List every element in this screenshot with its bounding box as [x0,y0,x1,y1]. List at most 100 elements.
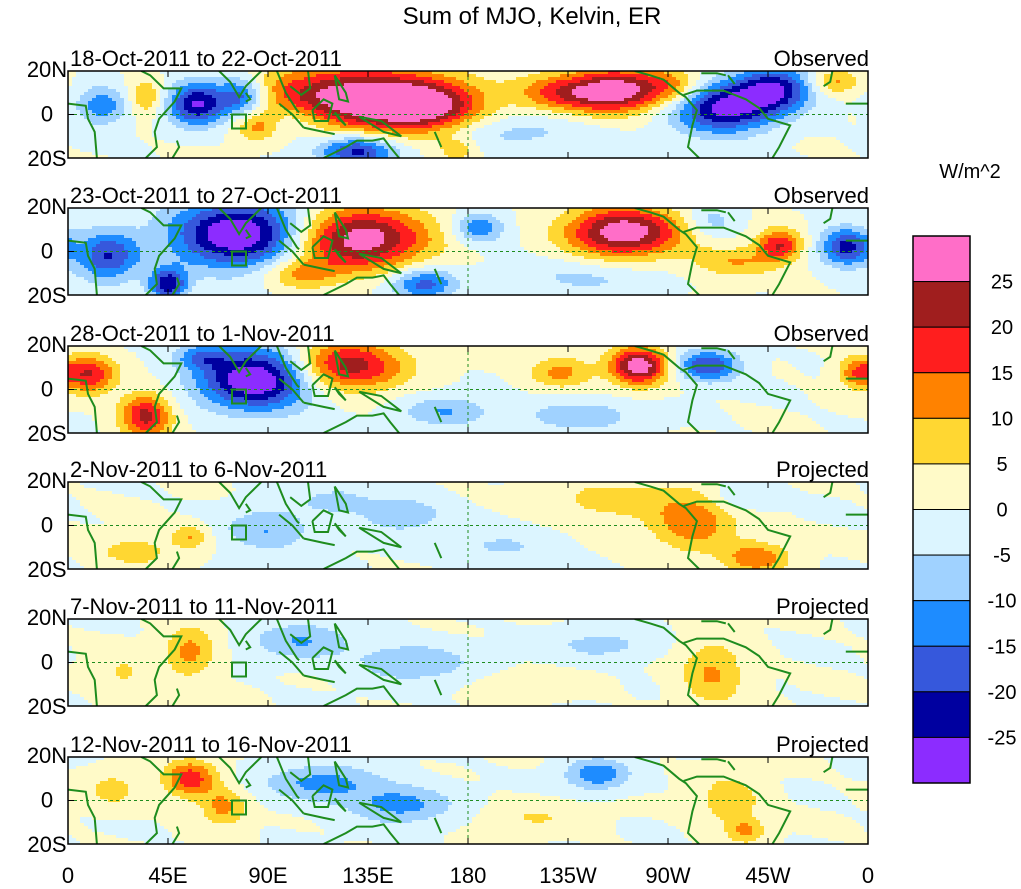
coastline [171,277,181,295]
region-box [231,524,247,541]
coastline [358,115,402,138]
anomaly-field [68,619,868,706]
coastline [727,485,736,496]
y-tick-label: 0 [41,377,53,402]
colorbar-label: 15 [991,363,1013,385]
coastline [727,349,736,360]
coastline [823,757,834,774]
coastline [244,778,252,789]
y-tick-label: 20N [27,332,67,357]
x-tick-label: 135E [342,863,393,888]
colorbar-label: 5 [996,454,1007,476]
coastline [323,685,400,706]
coastline [311,235,334,259]
coastline [634,346,700,433]
coastline [289,482,312,508]
colorbar-units: W/m^2 [939,161,1001,183]
coastline [823,619,834,636]
colorbar-frame [912,235,971,784]
coastline [727,760,736,771]
coastline [333,386,347,402]
coastline [634,619,700,706]
colorbar-label: 0 [996,500,1007,522]
panel-plot-area [68,346,868,433]
x-tick-label: 0 [862,863,874,888]
x-tick-label: 0 [62,863,74,888]
coastline [244,367,252,378]
colorbar-swatch [912,372,971,419]
panel-5: 20N 0 20S 7-Nov-2011 to 11-Nov-2011 Projecte… [27,594,869,719]
coastline [683,500,792,569]
coastline [303,126,335,136]
coastline [275,757,300,800]
coastline [634,208,700,295]
panel-kind: Projected [776,594,869,619]
coastline [701,72,727,77]
coastline [171,551,181,569]
coastline [68,513,98,569]
panel-kind: Projected [776,457,869,482]
region-box [231,388,247,405]
coastline [333,797,347,813]
coastline [358,252,402,275]
coastline [333,248,347,264]
colorbar-label: -5 [993,545,1011,567]
coastline [358,663,402,686]
coastline [140,208,183,295]
anomaly-field [68,71,868,158]
coastline [333,622,350,651]
coastline [68,239,98,295]
coastline [333,74,350,103]
y-tick-label: 20N [27,468,67,493]
coastline [727,622,736,633]
anomaly-field [68,346,868,433]
y-tick-label: 0 [41,513,53,538]
coastline [303,674,335,684]
y-tick-label: 0 [41,788,53,813]
coastline [333,349,350,378]
panel-kind: Observed [774,321,869,346]
coastline [333,111,347,127]
coastline [289,208,312,234]
coastline [218,482,263,511]
coastline [634,71,700,158]
panel-period: 18-Oct-2011 to 22-Oct-2011 [70,46,342,71]
panel-6: 20N 0 20S 12-Nov-2011 to 16-Nov-2011 Project… [27,732,869,857]
coastline [634,757,700,844]
colorbar-label: -25 [988,727,1017,749]
y-tick-label: 20S [27,832,66,857]
y-tick-label: 0 [41,650,53,675]
coastline [140,346,183,433]
coastline [171,140,181,158]
coastline [727,211,736,222]
y-tick-label: 20N [27,194,67,219]
coastline [323,548,400,569]
coastline [333,522,347,538]
coastline [727,74,736,85]
coastline [701,347,727,352]
coastline [218,71,263,100]
coastline [333,211,350,240]
x-tick-label: 90W [645,863,690,888]
panel-2: 20N 0 20S 23-Oct-2011 to 27-Oct-2011 Observe… [27,183,869,308]
coastline [171,826,181,844]
panel-1: 20N 0 20S 18-Oct-2011 to 22-Oct-2011 Observe… [27,46,869,171]
region-box [231,799,247,816]
colorbar: W/m^2 25 20 15 10 5 0 -5 -10 -15 -20 -25 [912,161,1017,784]
colorbar-swatch [912,736,971,784]
y-tick-label: 20S [27,146,66,171]
panel-period: 12-Nov-2011 to 16-Nov-2011 [70,732,352,757]
coastline [358,526,402,549]
coastline [683,775,792,844]
coastline [171,415,181,433]
coastline [140,482,183,569]
region-box [231,113,247,130]
coastline [275,208,300,251]
coastlines [68,208,868,295]
coastline [303,812,335,822]
coastline [68,650,98,706]
y-tick-label: 20S [27,283,66,308]
coastline [140,71,183,158]
panel-3: 20N 0 20S 28-Oct-2011 to 1-Nov-2011 Observed [27,321,869,446]
